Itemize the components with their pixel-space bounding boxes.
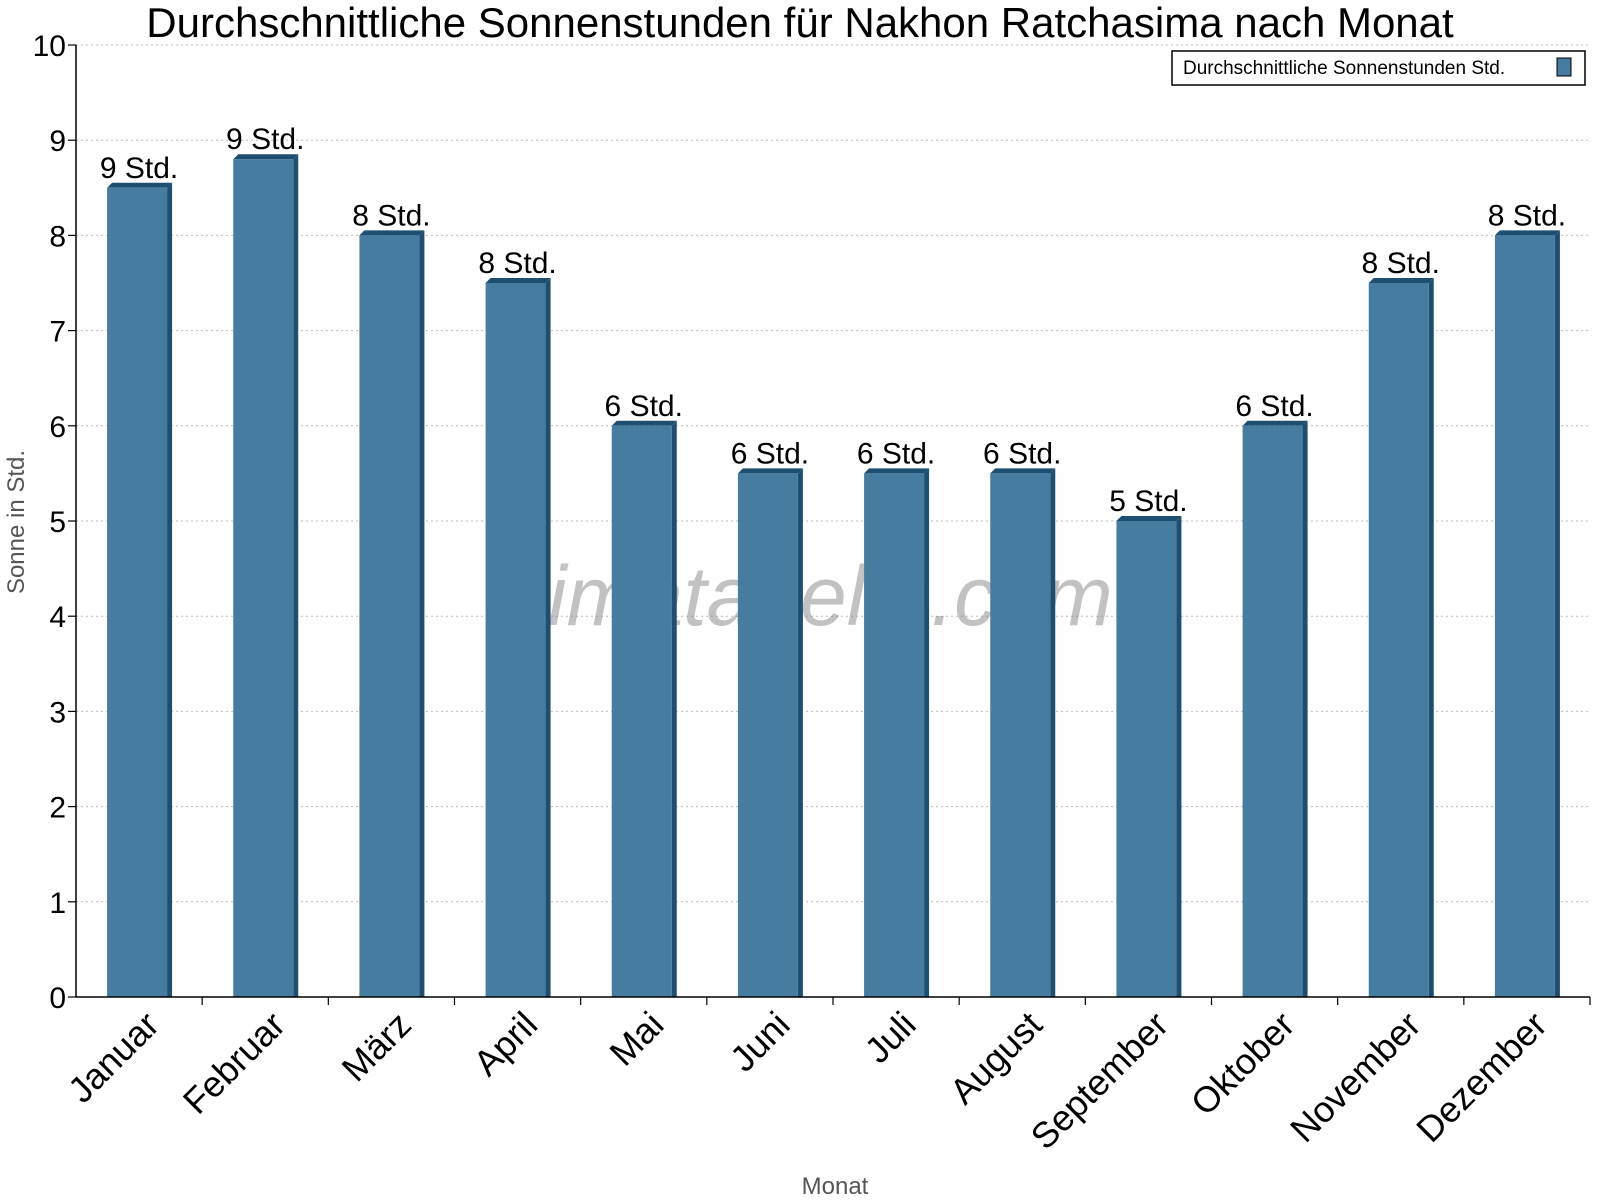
bar-front	[864, 473, 925, 997]
x-tick-label: Februar	[175, 1004, 293, 1122]
bar-top	[1242, 420, 1308, 426]
x-tick-label: April	[465, 1004, 545, 1084]
x-tick-label: Dezember	[1408, 1004, 1554, 1150]
bar-front	[1116, 521, 1177, 997]
y-tick-label: 6	[49, 411, 66, 444]
bar	[1494, 230, 1560, 997]
y-tick-label: 4	[49, 601, 66, 634]
bars	[107, 154, 1560, 998]
bar-front	[611, 425, 672, 997]
y-tick-label: 1	[49, 887, 66, 920]
y-tick-label: 5	[49, 506, 66, 539]
x-tick-label: Mai	[601, 1004, 671, 1074]
y-tick-label: 3	[49, 696, 66, 729]
x-tick-label: Januar	[60, 1004, 167, 1111]
bar-top	[107, 182, 173, 188]
bar-front	[1368, 283, 1429, 997]
y-tick-label: 9	[49, 125, 66, 158]
x-tick-label: Juni	[722, 1004, 798, 1080]
x-tick-label: Oktober	[1183, 1004, 1303, 1124]
y-tick-label: 8	[49, 220, 66, 253]
bar-side	[293, 154, 299, 998]
bar	[107, 182, 173, 998]
chart-title: Durchschnittliche Sonnenstunden für Nakh…	[146, 0, 1454, 46]
bar-side	[924, 468, 930, 997]
data-label: 8 Std.	[1488, 199, 1566, 232]
bar-side	[1554, 230, 1560, 997]
bar-front	[1494, 235, 1555, 997]
bar-front	[485, 283, 546, 997]
data-label: 9 Std.	[100, 152, 178, 185]
bar-top	[1368, 278, 1434, 283]
bar	[485, 278, 551, 997]
x-tick-label: August	[942, 1004, 1050, 1112]
x-tick-label: September	[1023, 1004, 1177, 1158]
x-tick-label: Juli	[857, 1004, 924, 1071]
bar-top	[359, 230, 425, 236]
data-label: 8 Std.	[1362, 247, 1440, 280]
x-tick-label: November	[1282, 1004, 1428, 1150]
legend-box	[1171, 50, 1586, 86]
bar-front	[990, 473, 1051, 997]
legend-swatch	[1556, 57, 1572, 77]
x-tick-label: März	[334, 1004, 420, 1090]
data-label: 6 Std.	[605, 390, 683, 423]
bar-top	[233, 154, 299, 160]
y-axis-label: Sonne in Std.	[3, 450, 30, 594]
data-label: 8 Std.	[352, 199, 430, 232]
data-label: 6 Std.	[983, 437, 1061, 470]
axes	[68, 44, 1591, 1005]
bar	[864, 468, 930, 997]
bar	[233, 154, 299, 998]
y-tick-label: 2	[49, 792, 66, 825]
bar-side	[797, 468, 803, 997]
bar-front	[233, 159, 294, 998]
bar-front	[359, 235, 420, 997]
bar	[1116, 516, 1182, 997]
bar-side	[545, 278, 551, 997]
bar-side	[419, 230, 425, 997]
bar	[737, 468, 803, 997]
legend-label: Durchschnittliche Sonnenstunden Std.	[1183, 58, 1505, 79]
bar-top	[864, 468, 930, 474]
y-tick-label: 7	[49, 316, 66, 349]
bar-top	[1116, 516, 1182, 521]
x-axis-label: Monat	[802, 1173, 869, 1200]
y-tick-label: 0	[49, 982, 66, 1015]
data-label: 6 Std.	[1235, 390, 1313, 423]
bar-top	[990, 468, 1056, 474]
bar-top	[737, 468, 803, 474]
bar	[359, 230, 425, 997]
bar-side	[1302, 420, 1308, 997]
x-tick-labels: Januar Februar März April Mai Juni Juli AugustS…	[60, 1004, 1555, 1158]
bar-top	[611, 420, 677, 426]
data-label: 5 Std.	[1109, 485, 1187, 518]
bar	[1242, 420, 1308, 997]
y-tick-label: 10	[33, 30, 66, 63]
bar-top	[1494, 230, 1560, 236]
data-label: 6 Std.	[731, 437, 809, 470]
bar-side	[167, 182, 173, 998]
bar-side	[1176, 516, 1182, 997]
data-label: 9 Std.	[226, 123, 304, 156]
data-label: 6 Std.	[857, 437, 935, 470]
gridlines	[76, 44, 1590, 903]
bar-front	[1242, 425, 1303, 997]
bar-side	[671, 420, 677, 997]
data-label: 8 Std.	[478, 247, 556, 280]
data-labels: 9 Std. 9 Std. 8 Std. 8 Std. 6 Std. 6 Std. 6 St…	[100, 123, 1566, 518]
bar-top	[485, 278, 551, 283]
bar	[1368, 278, 1434, 997]
bar-front	[107, 187, 168, 998]
bar-side	[1050, 468, 1056, 997]
legend: Durchschnittliche Sonnenstunden Std.	[1171, 50, 1586, 86]
y-tick-labels: 0 1 2 3 4 5 6 7 8 9 10	[33, 30, 66, 1015]
bar-front	[737, 473, 798, 997]
bar-side	[1428, 278, 1434, 997]
bar	[990, 468, 1056, 997]
bar	[611, 420, 677, 997]
